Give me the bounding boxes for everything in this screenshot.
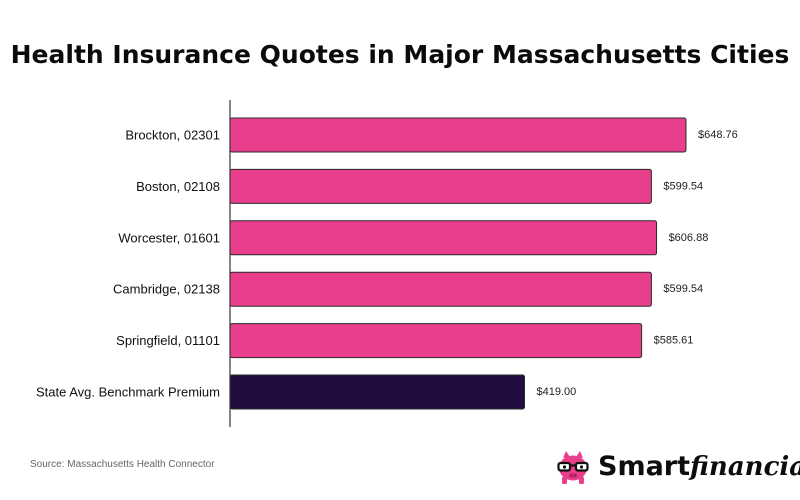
value-label: $648.76 bbox=[698, 129, 738, 141]
brand-word-financial: financial bbox=[690, 452, 800, 482]
brand-logo[interactable]: Smartfinancial bbox=[555, 449, 800, 489]
category-label: Springfield, 01101 bbox=[116, 333, 220, 348]
bar bbox=[229, 271, 652, 307]
value-label: $599.54 bbox=[663, 283, 703, 295]
brand-wordmark: Smartfinancial bbox=[598, 451, 800, 482]
category-label: Worcester, 01601 bbox=[118, 230, 220, 245]
bar bbox=[229, 168, 652, 204]
source-note: Source: Massachusetts Health Connector bbox=[30, 459, 215, 470]
brand-word-smart: Smart bbox=[598, 451, 691, 482]
bar bbox=[229, 323, 643, 359]
bars-group bbox=[229, 117, 687, 410]
value-label: $585.61 bbox=[654, 335, 694, 347]
bar bbox=[229, 220, 658, 256]
category-label: State Avg. Benchmark Premium bbox=[36, 385, 220, 400]
category-label: Cambridge, 02138 bbox=[113, 282, 220, 297]
category-label: Brockton, 02301 bbox=[125, 128, 220, 143]
value-label: $606.88 bbox=[669, 232, 709, 244]
category-label: Boston, 02108 bbox=[136, 179, 220, 194]
value-label: $599.54 bbox=[663, 180, 703, 192]
value-label: $419.00 bbox=[537, 386, 577, 398]
bar bbox=[229, 374, 526, 410]
piggy-bank-with-glasses-icon bbox=[557, 451, 589, 484]
value-labels: $648.76 $599.54 $606.88 $599.54 $585.61 $419.… bbox=[537, 129, 738, 398]
chart-title: Health Insurance Quotes in Major Massach… bbox=[10, 40, 790, 69]
bar bbox=[229, 117, 687, 153]
category-labels: Brockton, 02301 Boston, 02108 Worcester, 0… bbox=[36, 128, 220, 400]
